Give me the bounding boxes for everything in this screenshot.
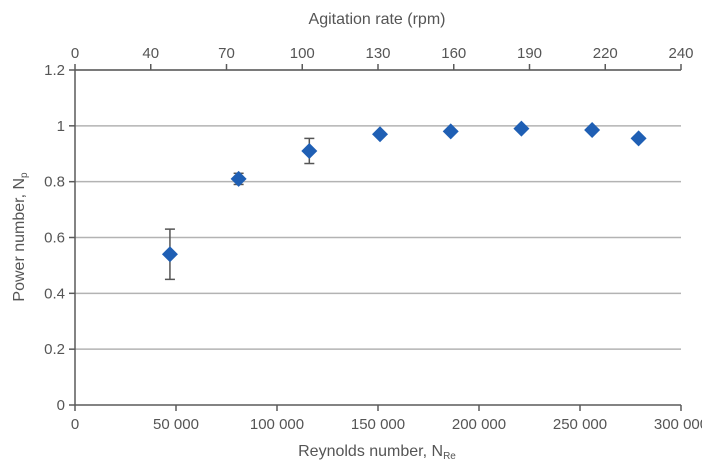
bottom-tick-label-2: 100 000 [250,416,304,433]
bottom-axis-title-sub: Re [443,451,456,461]
bottom-tick-label-3: 150 000 [351,416,405,433]
top-tick-label-2: 70 [218,45,235,62]
bottom-tick-label-6: 300 000 [654,416,702,433]
data-point-0 [161,246,178,263]
data-points [161,120,647,281]
top-tick-label-4: 130 [365,45,390,62]
top-tick-label-1: 40 [142,45,159,62]
bottom-axis-ticks: 0 50 000 100 000 150 000 200 000 250 000 300 0… [71,405,702,433]
bottom-tick-label-4: 200 000 [452,416,506,433]
left-tick-label-3: 0.6 [44,230,65,247]
bottom-tick-label-0: 0 [71,416,79,433]
top-axis-title: Agitation rate (rpm) [309,11,446,28]
left-axis-ticks: 0 0.2 0.4 0.6 0.8 1 1.2 [44,62,75,414]
left-axis-title-main: Power number, N [11,178,28,302]
top-tick-label-8: 240 [668,45,693,62]
left-axis-title: Power number, Np [11,172,30,302]
left-tick-label-5: 1 [57,118,65,135]
top-tick-label-0: 0 [71,45,79,62]
bottom-axis-title: Reynolds number, NRe [298,443,456,461]
left-axis-title-sub: p [19,172,30,178]
data-point-3 [372,126,389,143]
top-tick-label-5: 160 [441,45,466,62]
top-tick-label-6: 190 [517,45,542,62]
data-point-4 [442,123,459,140]
left-tick-label-6: 1.2 [44,62,65,79]
data-point-6 [584,122,601,139]
gridlines [75,69,681,350]
bottom-tick-label-5: 250 000 [553,416,607,433]
data-point-1 [230,170,247,187]
top-tick-label-7: 220 [593,45,618,62]
left-tick-label-0: 0 [57,397,65,414]
bottom-tick-label-1: 50 000 [153,416,199,433]
bottom-axis-title-main: Reynolds number, N [298,443,443,460]
data-point-5 [513,120,530,137]
top-axis-ticks: 0 40 70 100 130 160 190 220 240 [71,45,694,70]
left-tick-label-1: 0.2 [44,341,65,358]
left-tick-label-2: 0.4 [44,285,65,302]
top-tick-label-3: 100 [290,45,315,62]
left-tick-label-4: 0.8 [44,174,65,191]
data-point-2 [301,142,318,159]
data-point-7 [630,130,647,147]
